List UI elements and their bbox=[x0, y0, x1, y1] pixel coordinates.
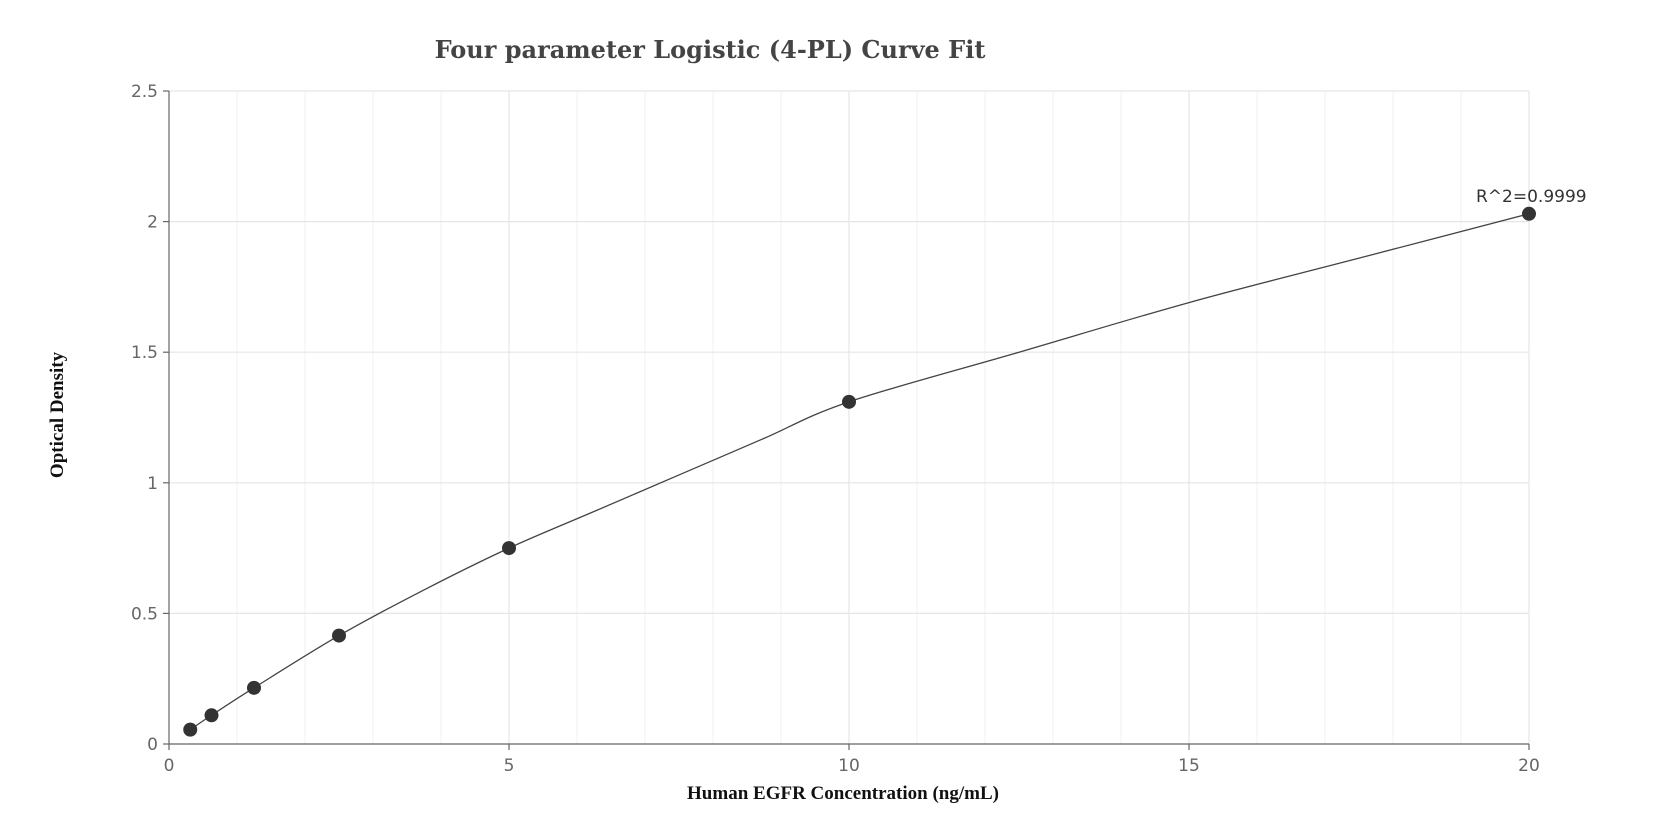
data-point bbox=[247, 680, 261, 695]
y-tick-label: 2.5 bbox=[131, 82, 158, 102]
y-tick-label: 0 bbox=[147, 735, 158, 755]
data-point bbox=[502, 541, 516, 556]
x-axis-title: Human EGFR Concentration (ng/mL) bbox=[687, 783, 999, 804]
fit-curve-line bbox=[189, 213, 1530, 731]
data-point bbox=[204, 708, 219, 723]
x-tick-label: 0 bbox=[164, 756, 175, 776]
data-point bbox=[183, 722, 198, 737]
x-tick-label: 5 bbox=[504, 756, 515, 776]
y-tick-label: 2 bbox=[147, 213, 158, 233]
y-tick-label: 1 bbox=[147, 474, 158, 494]
r-squared-annotation: R^2=0.9999 bbox=[1476, 187, 1587, 207]
data-point bbox=[1522, 206, 1536, 221]
y-tick-label: 0.5 bbox=[131, 604, 158, 624]
x-tick-label: 20 bbox=[1518, 756, 1540, 776]
y-axis-title: Optical Density bbox=[47, 351, 68, 478]
x-tick-label: 10 bbox=[838, 756, 860, 776]
x-tick-label: 15 bbox=[1178, 756, 1200, 776]
chart-title: Four parameter Logistic (4-PL) Curve Fit bbox=[435, 35, 986, 64]
data-point bbox=[332, 628, 346, 643]
grid bbox=[169, 90, 1530, 744]
y-tick-label: 1.5 bbox=[131, 343, 158, 363]
series: R^2=0.9999 bbox=[183, 187, 1587, 737]
axes: 0 5 10 15 20 0 0.5 1 1.5 2 2.5 bbox=[131, 82, 1540, 776]
data-point bbox=[842, 394, 856, 409]
